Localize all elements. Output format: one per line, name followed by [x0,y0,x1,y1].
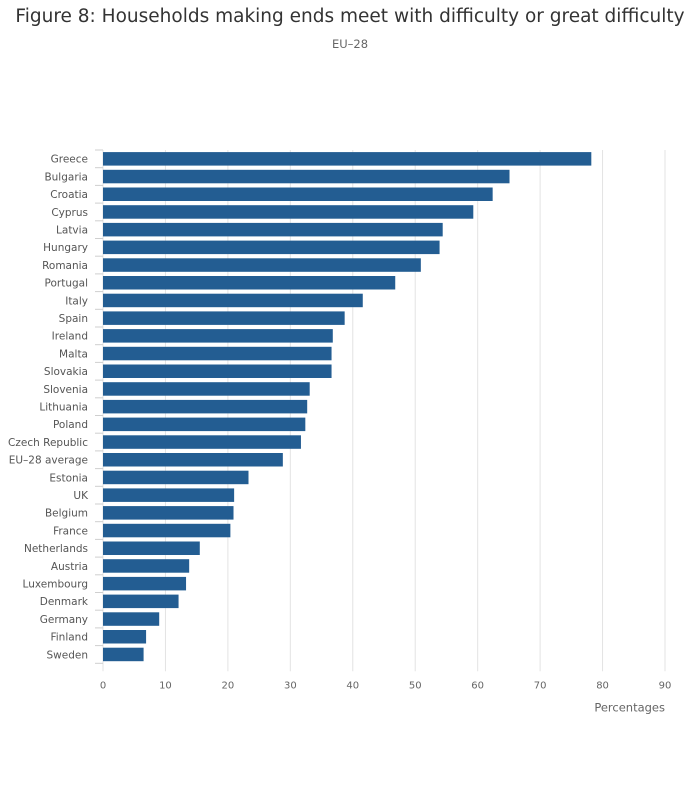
bar [103,187,493,201]
x-axis-ticks: 0 10 20 30 40 50 60 70 80 90 [100,680,672,691]
bar [103,276,396,290]
category-label: Latvia [56,224,88,236]
category-label: Hungary [43,242,88,254]
category-label: Lithuania [39,401,88,413]
bar [103,346,332,361]
bar [103,488,235,502]
bar [103,594,179,609]
bar [103,630,147,644]
x-tick-label: 80 [596,680,609,691]
x-tick-label: 90 [659,680,672,691]
category-label: Croatia [50,189,88,201]
category-label: Luxembourg [23,578,88,590]
category-label: Italy [65,295,88,307]
category-label: UK [73,490,89,502]
bar [103,364,332,378]
category-label: Netherlands [24,543,88,555]
bar [103,559,190,573]
category-label: Finland [50,632,88,644]
bar [103,576,187,591]
bar [103,152,592,166]
x-tick-label: 50 [409,680,422,691]
x-tick-label: 60 [471,680,484,691]
category-label: Czech Republic [8,437,88,449]
category-label: Slovenia [43,384,88,396]
bar [103,541,200,555]
category-labels: Greece Bulgaria Croatia Cyprus Latvia Hungary… [8,154,89,662]
bar [103,453,283,467]
bar [103,258,421,272]
bar [103,329,333,343]
category-label: Bulgaria [44,171,88,183]
bar [103,293,363,308]
bar [103,205,474,219]
bar [103,222,443,237]
category-label: Slovakia [44,366,88,378]
x-tick-label: 0 [100,680,106,691]
bar [103,612,160,626]
bars [103,152,592,662]
x-tick-label: 70 [534,680,547,691]
x-tick-label: 30 [284,680,297,691]
category-label: Greece [51,154,88,166]
bar [103,399,308,414]
bar [103,382,310,396]
x-tick-label: 40 [346,680,359,691]
category-label: Germany [40,614,88,626]
bar [103,647,144,662]
category-label: Belgium [45,508,88,520]
category-label: France [53,525,88,537]
category-label: Portugal [45,278,89,290]
category-label: Cyprus [51,207,88,219]
x-axis-title: Percentages [594,700,665,714]
bar [103,506,234,520]
bar [103,311,345,325]
category-label: Denmark [40,596,89,608]
category-label: Romania [42,260,88,272]
bar [103,417,306,432]
bar [103,240,440,255]
category-label: EU–28 average [9,455,88,467]
x-tick-label: 20 [222,680,235,691]
bar [103,523,231,538]
bar [103,435,301,449]
category-label: Sweden [47,649,89,661]
category-label: Estonia [49,472,88,484]
category-label: Ireland [52,331,88,343]
chart-subtitle: EU–28 [331,37,369,51]
bar [103,169,510,184]
bar [103,470,249,485]
category-label: Poland [53,419,88,431]
x-tick-label: 10 [159,680,172,691]
category-label: Malta [59,348,88,360]
category-label: Austria [51,561,88,573]
chart-title: Figure 8: Households making ends meet wi… [15,6,685,27]
category-label: Spain [59,313,88,325]
